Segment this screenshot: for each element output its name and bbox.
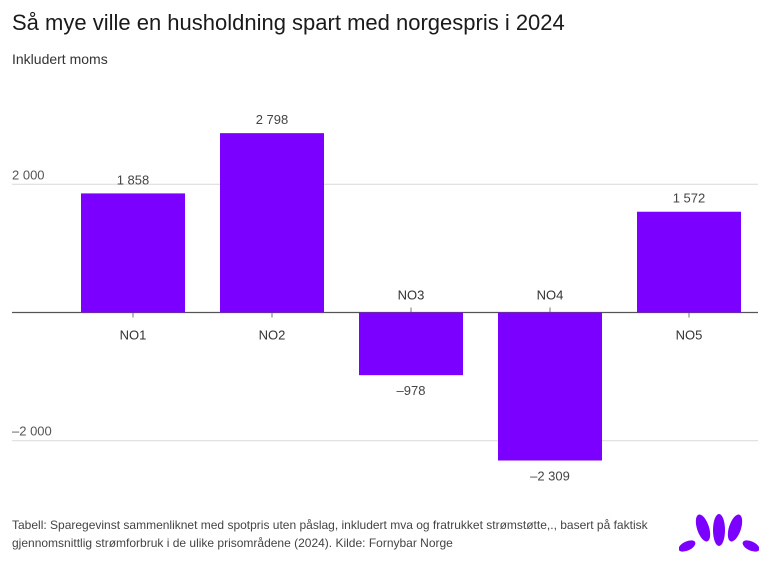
bar [359, 312, 463, 376]
category-label: NO5 [676, 328, 703, 343]
flower-petals-logo-icon [679, 514, 759, 552]
category-label: NO4 [537, 288, 564, 303]
y-tick-label: –2 000 [12, 424, 52, 439]
bar [498, 312, 602, 461]
chart-title: Så mye ville en husholdning spart med no… [12, 10, 565, 35]
data-label: 1 572 [673, 191, 706, 206]
bar [637, 211, 741, 313]
chart-subtitle: Inkludert moms [12, 51, 108, 67]
category-label: NO3 [398, 288, 425, 303]
data-label: –2 309 [530, 469, 570, 484]
category-label: NO2 [259, 328, 286, 343]
y-tick-label: 2 000 [12, 167, 45, 182]
data-label: 1 858 [117, 172, 150, 187]
bar [220, 133, 324, 313]
category-label: NO1 [120, 328, 147, 343]
data-label: 2 798 [256, 112, 289, 127]
data-label: –978 [397, 383, 426, 398]
bars [81, 133, 741, 461]
labels: 2 000 –2 000 1 858 NO1 2 798 NO2 –978 NO3 –2 309… [12, 112, 705, 483]
bar [81, 193, 185, 313]
source-note: Tabell: Sparegevinst sammenliknet med sp… [12, 518, 648, 550]
